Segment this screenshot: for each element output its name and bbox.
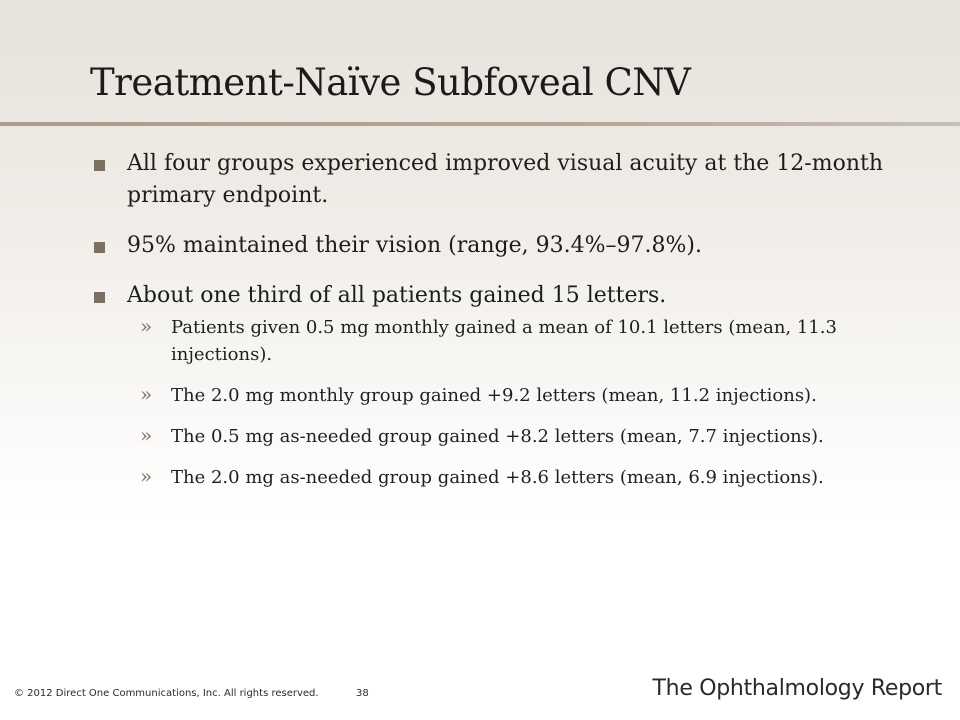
bullet-text: About one third of all patients gained 1… xyxy=(127,283,667,308)
chevron-bullet-icon: » xyxy=(140,314,153,338)
brand-logo: The Ophthalmology Report xyxy=(652,676,943,701)
sub-bullet-text: The 2.0 mg monthly group gained +9.2 let… xyxy=(171,385,817,406)
chevron-bullet-icon: » xyxy=(140,382,153,406)
sub-bullet-item: » The 0.5 mg as-needed group gained +8.2… xyxy=(127,423,890,450)
sub-bullet-text: Patients given 0.5 mg monthly gained a m… xyxy=(171,317,837,365)
bullet-text: 95% maintained their vision (range, 93.4… xyxy=(127,233,702,258)
sub-bullet-item: » Patients given 0.5 mg monthly gained a… xyxy=(127,314,890,368)
bullet-item: All four groups experienced improved vis… xyxy=(90,148,890,212)
bullet-item: 95% maintained their vision (range, 93.4… xyxy=(90,230,890,262)
chevron-bullet-icon: » xyxy=(140,464,153,488)
square-bullet-icon xyxy=(94,242,105,253)
bullet-text: All four groups experienced improved vis… xyxy=(127,151,884,208)
slide-title: Treatment-Naïve Subfoveal CNV xyxy=(90,61,691,104)
title-divider xyxy=(0,122,960,126)
square-bullet-icon xyxy=(94,160,105,171)
sub-bullet-text: The 2.0 mg as-needed group gained +8.6 l… xyxy=(171,467,824,488)
chevron-bullet-icon: » xyxy=(140,423,153,447)
square-bullet-icon xyxy=(94,292,105,303)
sub-bullet-item: » The 2.0 mg as-needed group gained +8.6… xyxy=(127,464,890,491)
sub-bullet-list: » Patients given 0.5 mg monthly gained a… xyxy=(127,314,890,491)
bullet-item: About one third of all patients gained 1… xyxy=(90,280,890,491)
footer-copyright: © 2012 Direct One Communications, Inc. A… xyxy=(14,688,319,699)
page-number: 38 xyxy=(356,688,369,699)
sub-bullet-item: » The 2.0 mg monthly group gained +9.2 l… xyxy=(127,382,890,409)
sub-bullet-text: The 0.5 mg as-needed group gained +8.2 l… xyxy=(171,426,824,447)
bullet-list: All four groups experienced improved vis… xyxy=(90,148,890,509)
